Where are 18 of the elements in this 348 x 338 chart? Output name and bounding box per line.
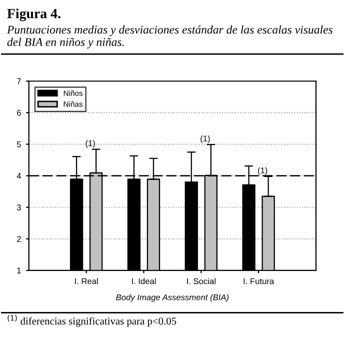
annotation: (1) bbox=[86, 140, 95, 148]
annotation: (1) bbox=[258, 167, 268, 175]
y-tick-label: 5 bbox=[16, 142, 21, 148]
y-tick-label: 1 bbox=[17, 268, 21, 274]
chart-subtitle: Puntuaciones medias y desviaciones estándar de las escalas visuales del BIA en niños y niñas. bbox=[6, 25, 333, 48]
chart-title: Figura 4. bbox=[7, 8, 60, 22]
y-tick-label: 2 bbox=[17, 236, 21, 242]
y-tick-label: 3 bbox=[16, 204, 21, 210]
y-tick-label: 4 bbox=[16, 173, 21, 179]
x-axis-title: Body Image Assessment (BIA) bbox=[116, 294, 229, 302]
x-tick-label: I. Social bbox=[187, 278, 216, 284]
x-tick-label: I. Ideal bbox=[132, 278, 156, 284]
y-tick-label: 7 bbox=[17, 78, 21, 84]
annotation: (1) bbox=[200, 135, 210, 144]
x-tick-label: I. Futura bbox=[244, 278, 274, 284]
text: $^{(1)}$ diferencias significativas para p<0.05 bbox=[8, 315, 176, 327]
y-tick-label: 6 bbox=[17, 110, 21, 116]
x-tick-label: I. Real bbox=[75, 278, 98, 284]
